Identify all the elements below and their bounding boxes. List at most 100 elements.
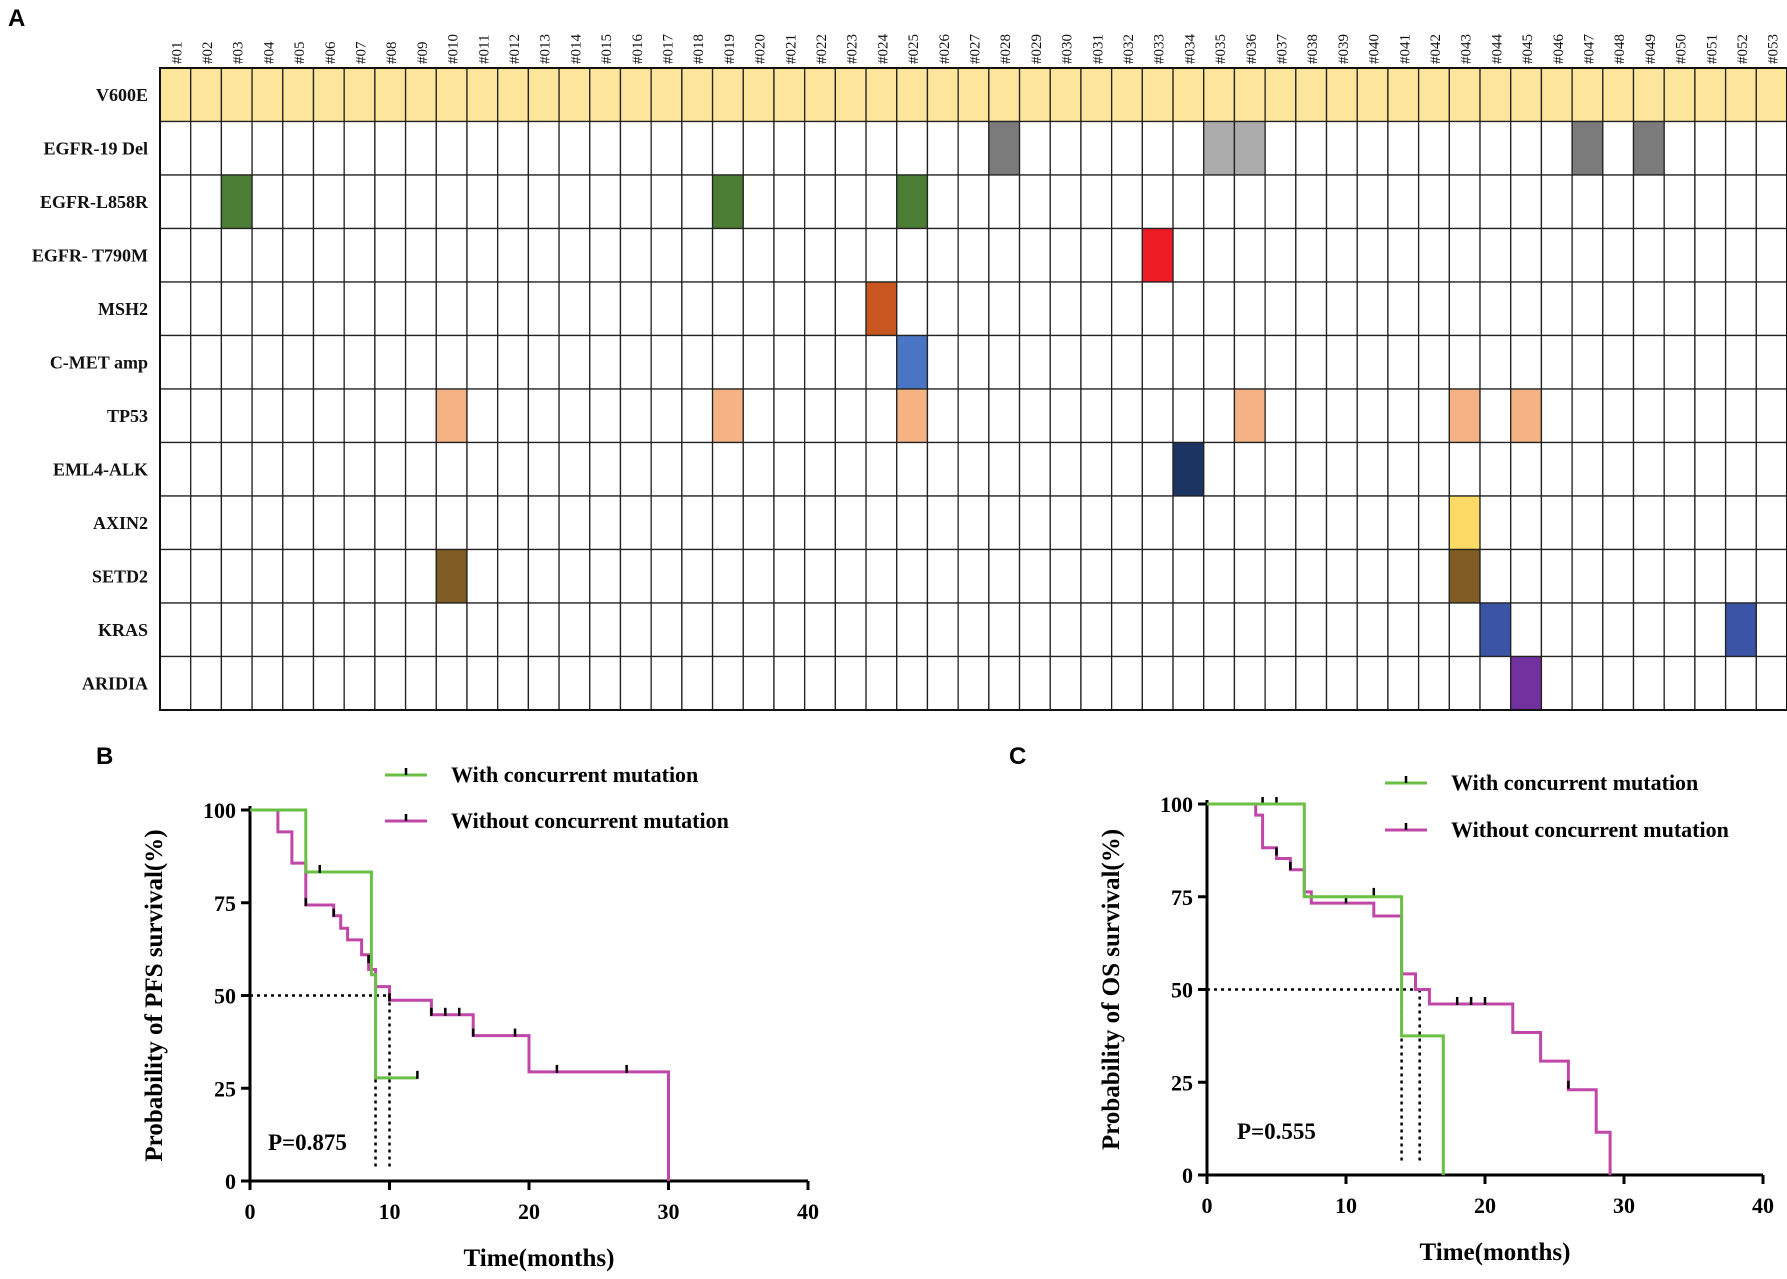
heatmap-cell — [1080, 281, 1113, 337]
y-axis-label: Probability of PFS survival(%) — [141, 829, 168, 1161]
heatmap-cell — [1325, 602, 1358, 658]
heatmap-cell — [527, 67, 560, 123]
heatmap-cell — [251, 227, 284, 283]
heatmap-cell — [681, 441, 714, 497]
heatmap-cell — [1295, 548, 1328, 604]
heatmap-cell — [1663, 495, 1696, 551]
x-tick-label: 30 — [658, 1199, 680, 1224]
sample-label: #046 — [1551, 34, 1567, 65]
heatmap-cell — [251, 548, 284, 604]
heatmap-cell — [681, 388, 714, 444]
heatmap-cell — [435, 174, 468, 230]
heatmap-cell — [1203, 174, 1236, 230]
heatmap-cell — [1602, 67, 1635, 123]
heatmap-cell — [1510, 602, 1543, 658]
heatmap-cell — [1018, 334, 1051, 390]
heatmap-cell — [1417, 334, 1450, 390]
heatmap-cell — [343, 281, 376, 337]
heatmap-cell — [1510, 388, 1543, 444]
sample-label: #027 — [968, 34, 984, 65]
heatmap-cell — [1755, 441, 1787, 497]
heatmap-cell — [1571, 120, 1604, 176]
sample-label: #011 — [476, 35, 492, 64]
heatmap-cell — [343, 441, 376, 497]
heatmap-cell — [1417, 120, 1450, 176]
heatmap-cell — [404, 334, 437, 390]
mutation-heatmap-panel: A #01 #02 #03 #04 #05 #06 #07 #08 #09 #010 #011 #012… — [8, 5, 1787, 711]
heatmap-cell — [1571, 388, 1604, 444]
sample-label: #030 — [1060, 34, 1076, 64]
heatmap-cell — [1203, 602, 1236, 658]
gene-label: SETD2 — [92, 566, 148, 586]
x-tick-label: 20 — [1474, 1193, 1496, 1218]
heatmap-cell — [1080, 227, 1113, 283]
heatmap-cell — [1694, 334, 1727, 390]
heatmap-cell — [1510, 495, 1543, 551]
heatmap-cell — [404, 281, 437, 337]
heatmap-cell — [681, 602, 714, 658]
heatmap-cell — [374, 227, 407, 283]
heatmap-cell — [1387, 120, 1420, 176]
heatmap-cell — [650, 227, 683, 283]
heatmap-cell — [1632, 388, 1665, 444]
heatmap-cell — [190, 495, 223, 551]
heatmap-cell — [343, 120, 376, 176]
y-tick-label: 75 — [1171, 885, 1193, 910]
heatmap-cell — [1356, 388, 1389, 444]
heatmap-cell — [926, 227, 959, 283]
x-axis-label: Time(months) — [464, 1245, 615, 1272]
heatmap-cell — [957, 174, 990, 230]
heatmap-cell — [681, 67, 714, 123]
heatmap-cell — [1694, 441, 1727, 497]
heatmap-cell — [804, 655, 837, 711]
heatmap-cell — [1264, 495, 1297, 551]
heatmap-cell — [589, 602, 622, 658]
heatmap-cell — [1387, 602, 1420, 658]
heatmap-cell — [1694, 174, 1727, 230]
heatmap-cell — [1295, 441, 1328, 497]
gene-label: ARIDIA — [82, 673, 148, 693]
heatmap-cell — [957, 281, 990, 337]
heatmap-cell — [251, 655, 284, 711]
heatmap-cell — [711, 655, 744, 711]
heatmap-cell — [589, 655, 622, 711]
heatmap-cell — [711, 495, 744, 551]
heatmap-cell — [497, 602, 530, 658]
heatmap-cell — [282, 281, 315, 337]
heatmap-cell — [1203, 548, 1236, 604]
heatmap-cell — [1172, 67, 1205, 123]
heatmap-cell — [711, 120, 744, 176]
heatmap-cell — [1203, 441, 1236, 497]
heatmap-cell — [312, 548, 345, 604]
heatmap-cell — [1540, 602, 1573, 658]
heatmap-cell — [650, 548, 683, 604]
heatmap-cell — [1540, 441, 1573, 497]
heatmap-cell — [1724, 495, 1757, 551]
heatmap-cell — [773, 67, 806, 123]
heatmap-cell — [742, 174, 775, 230]
heatmap-cell — [1387, 334, 1420, 390]
y-axis-label: Probability of OS survival(%) — [1098, 829, 1125, 1150]
y-tick-label: 0 — [225, 1169, 236, 1194]
heatmap-cell — [834, 67, 867, 123]
heatmap-cell — [650, 334, 683, 390]
panel-letter: C — [1009, 743, 1026, 770]
sample-label: #035 — [1213, 34, 1229, 64]
heatmap-cell — [1510, 227, 1543, 283]
heatmap-cell — [711, 441, 744, 497]
sample-label: #08 — [384, 42, 400, 65]
heatmap-cell — [466, 174, 499, 230]
heatmap-cell — [865, 67, 898, 123]
heatmap-cell — [1110, 67, 1143, 123]
sample-label: #052 — [1735, 34, 1751, 64]
heatmap-cell — [865, 174, 898, 230]
heatmap-cell — [374, 388, 407, 444]
heatmap-cell — [1264, 548, 1297, 604]
heatmap-cell — [1510, 548, 1543, 604]
heatmap-cell — [1233, 174, 1266, 230]
heatmap-cell — [1356, 174, 1389, 230]
heatmap-cell — [497, 174, 530, 230]
heatmap-cell — [1540, 120, 1573, 176]
heatmap-cell — [1203, 227, 1236, 283]
y-tick-label: 100 — [203, 798, 236, 823]
